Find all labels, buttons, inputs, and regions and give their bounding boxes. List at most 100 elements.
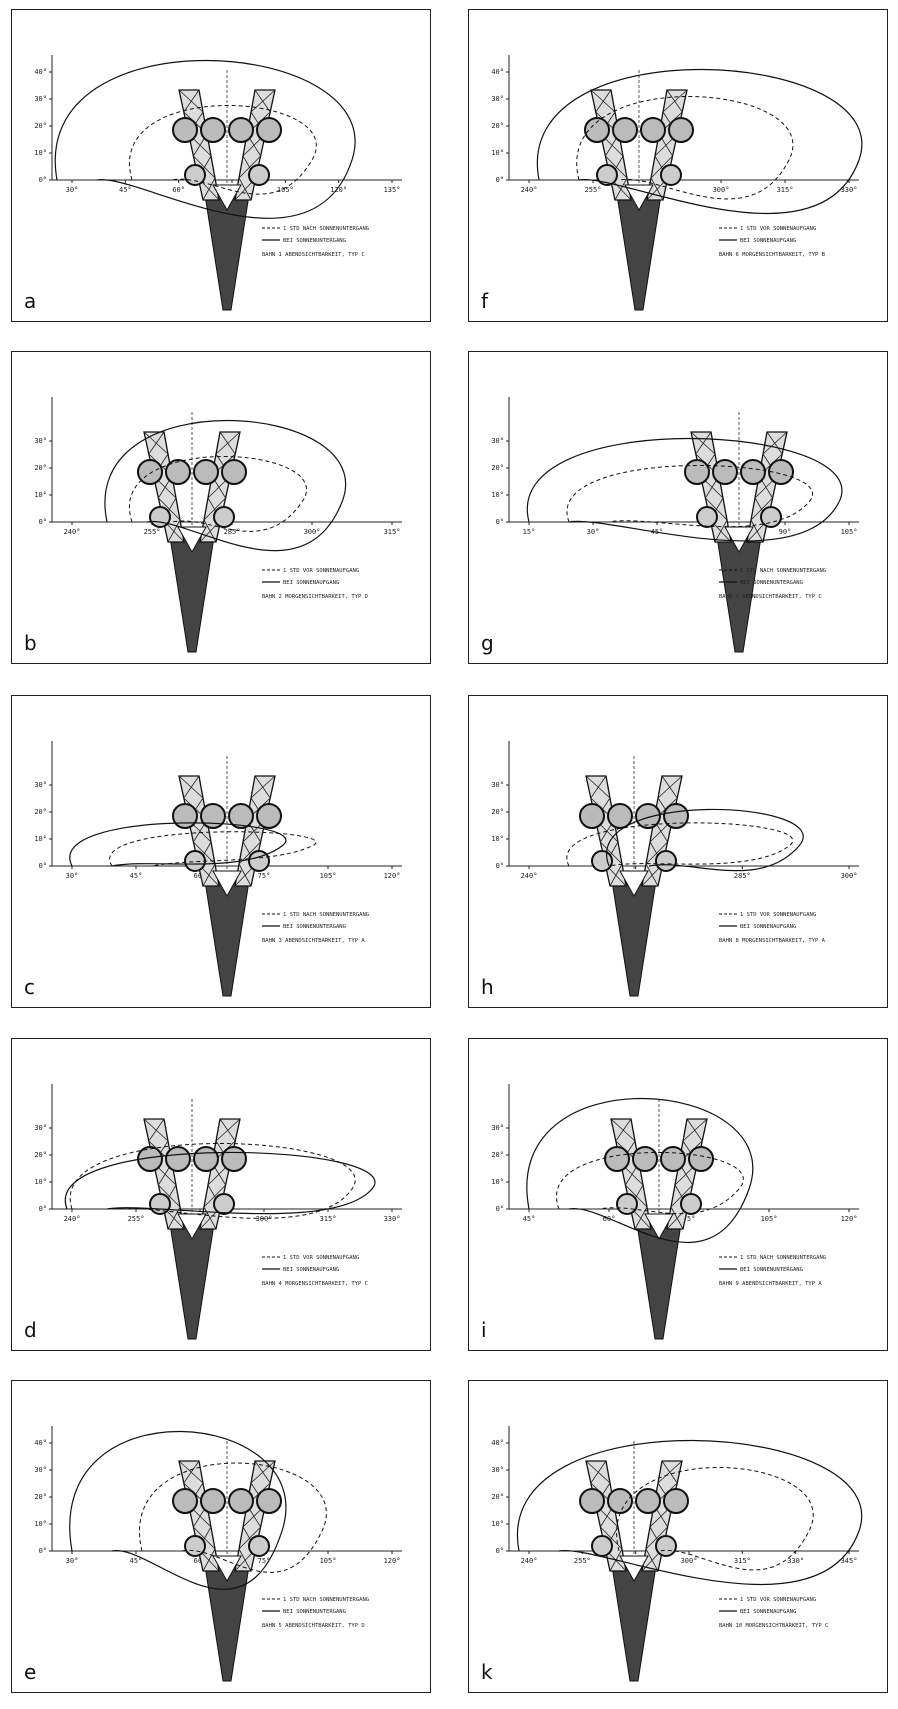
y-tick-label: 30° [491,437,504,445]
lamp [185,851,205,871]
tower-stem [617,195,661,310]
legend-caption: BAHN 10 MORGENSICHTBARKEIT, TYP C [719,1623,828,1629]
y-tick-label: 40° [491,68,504,76]
tower-stem [170,537,214,652]
x-tick-label: 285° [734,872,751,880]
legend-caption: BAHN 7 ABENDSICHTBARKEIT, TYP C [719,594,822,600]
lamp [597,165,617,185]
lamp [249,165,269,185]
lamp [613,118,637,142]
panel-drawing: 30°20°10°0°240°255°285°300°1 STD VOR SON… [469,696,887,1007]
x-tick-label: 255° [574,1557,591,1565]
lamp [173,804,197,828]
lamp [222,1147,246,1171]
y-tick-label: 10° [491,835,504,843]
figure-panel: 40°30°20°10°0°30°45°60°75°105°120°1 STD … [11,1380,431,1693]
panel-letter: h [481,975,494,999]
x-tick-label: 315° [384,528,401,536]
legend-label: 1 STD NACH SONNENUNTERGANG [283,1597,369,1603]
tower-stem [205,1566,249,1681]
y-tick-label: 20° [491,464,504,472]
y-tick-label: 30° [491,1466,504,1474]
lamp [150,1194,170,1214]
x-tick-label: 240° [521,186,538,194]
lamp [580,1489,604,1513]
lamp [173,118,197,142]
legend-label: BEI SONNENAUFGANG [740,1609,796,1615]
tower [138,1099,246,1339]
legend-label: BEI SONNENUNTERGANG [283,238,346,244]
lamp [229,118,253,142]
figure-panel: 40°30°20°10°0°240°255°285°300°315°330°1 … [468,9,888,322]
legend-label: 1 STD NACH SONNENUNTERGANG [283,226,369,232]
lamp [201,1489,225,1513]
legend-label: BEI SONNENAUFGANG [283,580,339,586]
lamp [636,804,660,828]
panel-drawing: 40°30°20°10°0°240°255°285°300°315°330°34… [469,1381,887,1692]
x-tick-label: 300° [681,1557,698,1565]
lamp [592,1536,612,1556]
y-tick-label: 20° [491,1493,504,1501]
lamp [580,804,604,828]
panel-drawing: 40°30°20°10°0°30°45°60°75°105°120°135°1 … [12,10,430,321]
lamp [713,460,737,484]
figure-panel: 30°20°10°0°240°255°285°300°315°1 STD VOR… [11,351,431,664]
legend-label: BEI SONNENUNTERGANG [740,1267,803,1273]
y-tick-label: 10° [34,149,47,157]
x-tick-label: 105° [320,872,337,880]
x-tick-label: 300° [256,1215,273,1223]
y-tick-label: 30° [491,781,504,789]
lamp [150,507,170,527]
lamp [685,460,709,484]
panel-letter: f [481,289,488,313]
y-tick-label: 20° [491,122,504,130]
y-tick-label: 20° [34,464,47,472]
legend-label: 1 STD VOR SONNENAUFGANG [740,226,816,232]
legend-caption: BAHN 4 MORGENSICHTBARKEIT, TYP C [262,1281,368,1287]
y-tick-label: 20° [34,808,47,816]
y-tick-label: 30° [34,1466,47,1474]
x-tick-label: 300° [841,872,858,880]
y-tick-label: 30° [34,437,47,445]
lamp [664,804,688,828]
panel-letter: k [481,1660,493,1684]
orbit-solid [527,438,842,540]
lamp [661,1147,685,1171]
figure-panel: 30°20°10°0°240°255°285°300°315°330°1 STD… [11,1038,431,1351]
y-tick-label: 20° [34,122,47,130]
x-tick-label: 300° [713,186,730,194]
panel-letter: i [481,1318,487,1342]
panel-drawing: 30°20°10°0°15°30°45°60°90°105°1 STD NACH… [469,352,887,663]
panel-drawing: 40°30°20°10°0°30°45°60°75°105°120°1 STD … [12,1381,430,1692]
lamp [214,507,234,527]
y-tick-label: 0° [496,862,504,870]
figure-panel: 30°20°10°0°30°45°60°75°105°120°1 STD NAC… [11,695,431,1008]
y-tick-label: 0° [39,518,47,526]
lamp [656,851,676,871]
lamp [656,1536,676,1556]
x-tick-label: 330° [787,1557,804,1565]
x-tick-label: 30° [66,186,79,194]
y-tick-label: 10° [491,1178,504,1186]
y-tick-label: 10° [34,1178,47,1186]
lamp [636,1489,660,1513]
lamp [592,851,612,871]
tower [580,756,688,996]
x-tick-label: 45° [523,1215,536,1223]
legend-caption: BAHN 2 MORGENSICHTBARKEIT, TYP D [262,594,368,600]
figure-panel: 30°20°10°0°240°255°285°300°1 STD VOR SON… [468,695,888,1008]
y-tick-label: 30° [491,1124,504,1132]
tower-stem [170,1224,214,1339]
y-tick-label: 0° [496,176,504,184]
lamp [257,804,281,828]
lamp [641,118,665,142]
lamp [608,1489,632,1513]
tower-stem [205,881,249,996]
y-tick-label: 20° [34,1151,47,1159]
x-tick-label: 345° [841,1557,858,1565]
legend-label: 1 STD NACH SONNENUNTERGANG [283,912,369,918]
legend-caption: BAHN 5 ABENDSICHTBARKEIT, TYP D [262,1623,365,1629]
panel-drawing: 30°20°10°0°45°60°75°105°120°1 STD NACH S… [469,1039,887,1350]
y-tick-label: 0° [39,1547,47,1555]
x-tick-label: 120° [384,872,401,880]
